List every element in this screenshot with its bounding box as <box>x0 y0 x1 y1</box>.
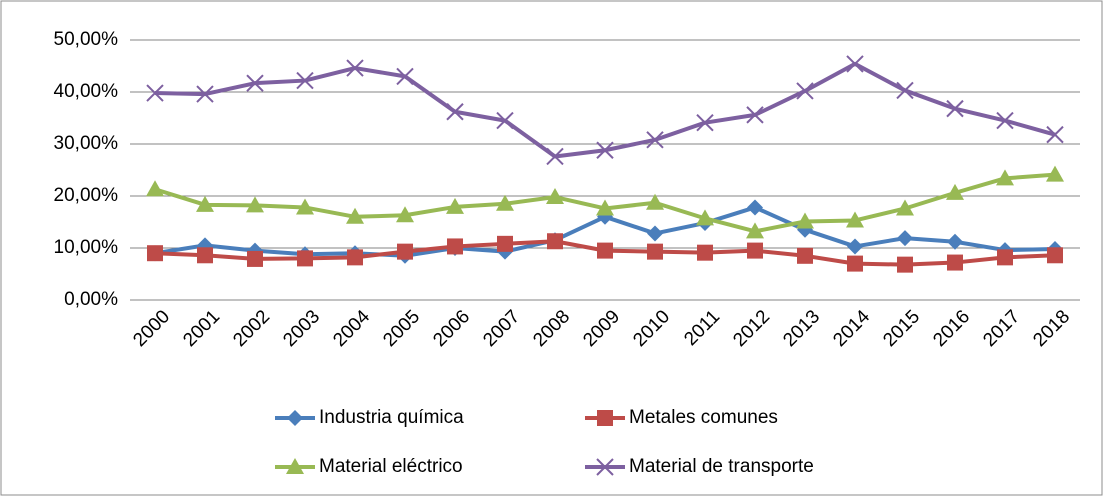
marker <box>996 169 1014 186</box>
marker <box>1046 165 1064 182</box>
marker <box>546 147 564 166</box>
marker <box>597 242 613 259</box>
marker <box>447 238 463 255</box>
marker <box>147 245 163 262</box>
marker <box>647 243 663 260</box>
marker <box>646 193 664 210</box>
marker <box>946 183 964 200</box>
marker <box>847 255 863 272</box>
y-tick-label: 40,00% <box>54 81 119 102</box>
marker <box>396 67 414 86</box>
legend-label: Industria química <box>319 407 464 428</box>
marker <box>247 250 263 267</box>
marker <box>1047 247 1063 264</box>
marker <box>797 247 813 264</box>
marker <box>346 207 364 224</box>
legend-label: Material eléctrico <box>319 456 463 477</box>
marker <box>1046 125 1064 144</box>
marker <box>846 211 864 228</box>
marker <box>596 141 614 159</box>
marker <box>296 71 314 90</box>
marker <box>396 206 414 223</box>
legend-marker <box>287 410 303 426</box>
marker <box>546 188 564 205</box>
marker <box>197 247 213 264</box>
marker <box>696 209 714 226</box>
marker <box>496 111 514 130</box>
marker <box>497 235 513 252</box>
marker <box>947 233 963 250</box>
marker <box>746 222 764 239</box>
marker <box>747 242 763 259</box>
marker <box>847 238 863 255</box>
marker <box>146 84 164 102</box>
marker <box>446 197 464 214</box>
marker <box>347 249 363 266</box>
legend-label: Metales comunes <box>629 407 778 428</box>
marker <box>397 243 413 260</box>
marker <box>647 225 663 242</box>
legend-marker <box>597 410 613 426</box>
marker <box>996 111 1014 130</box>
legend-item: Material eléctrico <box>275 456 463 477</box>
marker <box>796 82 814 100</box>
y-tick-label: 20,00% <box>54 185 119 206</box>
marker <box>246 196 264 213</box>
marker <box>997 249 1013 266</box>
y-tick-label: 10,00% <box>54 237 119 258</box>
marker <box>746 106 764 124</box>
marker <box>696 113 714 132</box>
y-tick-label: 0,00% <box>64 289 118 310</box>
marker <box>296 198 314 215</box>
y-tick-label: 30,00% <box>54 133 119 154</box>
marker <box>896 199 914 216</box>
y-tick-label: 50,00% <box>54 29 119 50</box>
legend-marker <box>596 458 614 476</box>
marker <box>196 85 214 103</box>
marker <box>897 230 913 247</box>
marker <box>547 233 563 250</box>
marker <box>947 254 963 271</box>
marker <box>897 256 913 273</box>
marker <box>946 99 964 118</box>
marker <box>496 194 514 211</box>
marker <box>747 199 763 216</box>
legend-label: Material de transporte <box>629 456 814 477</box>
marker <box>246 74 264 92</box>
legend-item: Material de transporte <box>585 456 814 477</box>
marker <box>796 212 814 229</box>
legend-item: Metales comunes <box>585 407 778 428</box>
marker <box>896 81 914 100</box>
marker <box>846 55 864 73</box>
marker <box>196 195 214 212</box>
legend-marker <box>286 458 304 474</box>
marker <box>446 103 464 121</box>
marker <box>697 244 713 261</box>
marker <box>297 250 313 267</box>
marker <box>596 199 614 216</box>
marker <box>146 180 164 197</box>
legend-item: Industria química <box>275 407 464 428</box>
marker <box>346 59 364 77</box>
marker <box>646 131 664 149</box>
